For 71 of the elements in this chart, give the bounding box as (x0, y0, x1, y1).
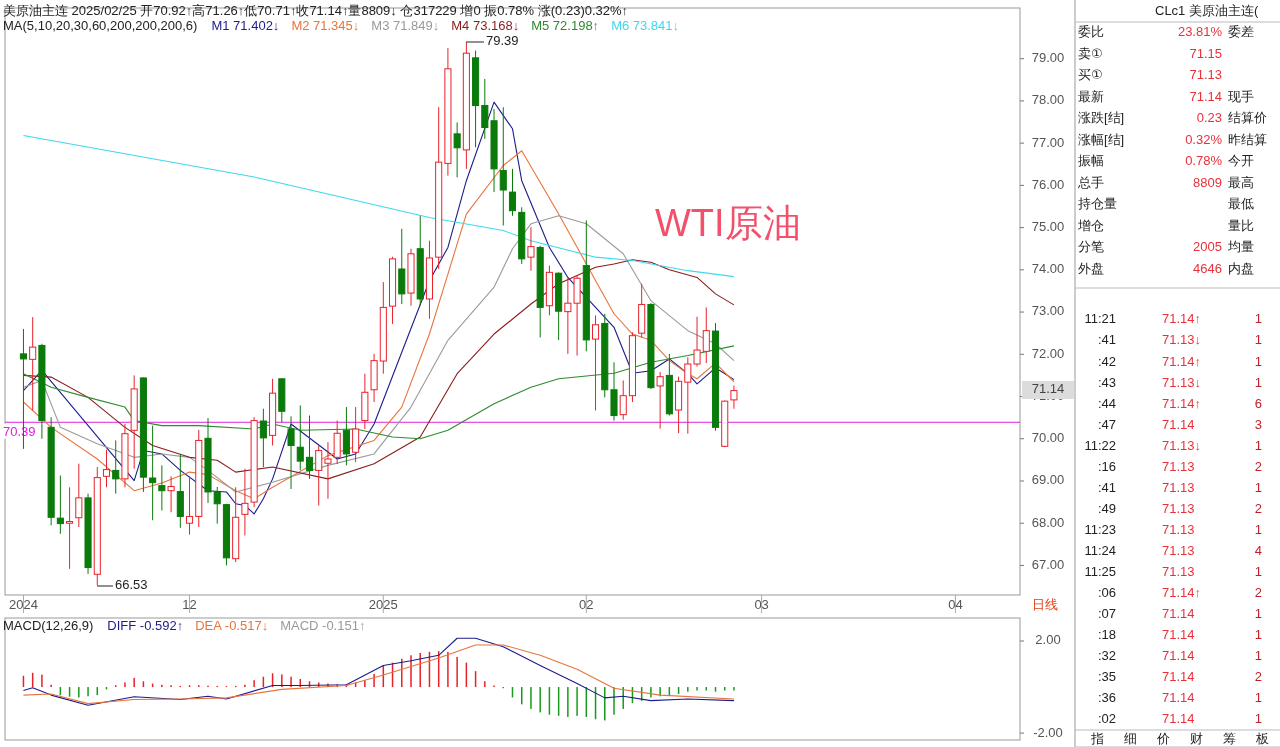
legend-title: MA(5,10,20,30,60,200,200,200,6) (3, 18, 198, 34)
y-tick-label: 78.00 (1031, 92, 1065, 108)
text: 总手 8809 最高 (1078, 174, 1254, 190)
text: M1 71.402↓ (211, 18, 280, 34)
text: CLc1 美原油主连( (1155, 3, 1259, 19)
text: 买① 71.13 (1078, 67, 1222, 83)
text: 最新 71.14 现手 (1078, 88, 1254, 104)
text: :44 71.14↑ 6 (1097, 395, 1262, 411)
text: :32 71.14 1 (1097, 648, 1262, 664)
text: 委比 23.81% 委差 (1078, 24, 1254, 40)
text: MACD -0.151↑ (280, 618, 366, 634)
text: 持仓量 最低 (1078, 196, 1254, 212)
text: :07 71.14 1 (1097, 606, 1262, 622)
text: 外盘 4646 内盘 (1078, 260, 1254, 276)
text: :41 71.13↓ 1 (1097, 332, 1262, 348)
text: 日线 (1032, 597, 1058, 613)
y-tick-label: 75.00 (1031, 219, 1065, 235)
text: 11:21 71.14↑ 1 (1084, 311, 1262, 327)
y-tick-label: 67.00 (1031, 556, 1065, 572)
text: M4 73.168↓ (451, 18, 520, 34)
text: DIFF -0.592↑ (107, 618, 184, 634)
text: M2 71.345↓ (291, 18, 360, 34)
x-tick-label: 2025 (368, 597, 398, 613)
text: :06 71.14↑ 2 (1097, 585, 1262, 601)
text: :49 71.13 2 (1097, 500, 1262, 516)
chart-title: 美原油主连 2025/02/25 开70.92↑高71.26↑低70.71↑收71.14↑量8809↓ 仓317229 增0 振0.78% 涨(0.23)0.32%↑ (3, 3, 629, 19)
y-tick-label: 72.00 (1031, 345, 1065, 361)
x-tick-label: 04 (948, 597, 963, 613)
text: :36 71.14 1 (1097, 690, 1262, 706)
text: :41 71.13 1 (1097, 479, 1262, 495)
y-tick-label: 76.00 (1031, 176, 1065, 192)
text: 振幅 0.78% 今开 (1078, 153, 1254, 169)
text: 11:23 71.13 1 (1084, 521, 1262, 537)
text: :35 71.14 2 (1097, 669, 1262, 685)
annotation: 66.53 (115, 577, 148, 593)
y-tick-label: 69.00 (1031, 472, 1065, 488)
text: :18 71.14 1 (1097, 627, 1262, 643)
text: 涨幅[结] 0.32% 昨结算 (1078, 131, 1267, 147)
text: 71.14 (1031, 381, 1065, 397)
annotation: WTI原油 (655, 202, 801, 245)
text: 指 细 价 财 筹 板 (1090, 731, 1269, 747)
text: :02 71.14 1 (1097, 711, 1262, 727)
text: 11:24 71.13 4 (1084, 542, 1262, 558)
x-tick-label: 02 (579, 597, 594, 613)
y-tick-label: 68.00 (1031, 514, 1065, 530)
y-tick-label: 74.00 (1031, 261, 1065, 277)
y-tick-label: 79.00 (1031, 50, 1065, 66)
legend-title: MACD(12,26,9) (3, 618, 94, 634)
text: :47 71.14 3 (1097, 416, 1262, 432)
y-tick-label: 70.00 (1031, 430, 1065, 446)
x-tick-label: 03 (754, 597, 769, 613)
text: :42 71.14↑ 1 (1097, 353, 1262, 369)
text: 分笔 2005 均量 (1078, 239, 1254, 255)
x-tick-label: 2024 (8, 597, 38, 613)
text: 卖① 71.15 (1078, 45, 1222, 61)
text: M6 73.841↓ (611, 18, 680, 34)
text: 增仓 量比 (1078, 217, 1254, 233)
y-tick-label: 73.00 (1031, 303, 1065, 319)
text: DEA -0.517↓ (195, 618, 269, 634)
text: M3 71.849↓ (371, 18, 440, 34)
text: :16 71.13 2 (1097, 458, 1262, 474)
text: :43 71.13↓ 1 (1097, 374, 1262, 390)
y-tick-label: 77.00 (1031, 134, 1065, 150)
annotation: 79.39 (486, 33, 519, 49)
y-tick-label: -2.00 (1033, 724, 1063, 740)
text: M5 72.198↑ (531, 18, 600, 34)
x-tick-label: 12 (182, 597, 197, 613)
text: 11:22 71.13↓ 1 (1084, 437, 1262, 453)
text: 11:25 71.13 1 (1084, 564, 1262, 580)
text: 涨跌[结] 0.23 结算价 (1078, 110, 1267, 126)
y-tick-label: 2.00 (1035, 632, 1061, 648)
